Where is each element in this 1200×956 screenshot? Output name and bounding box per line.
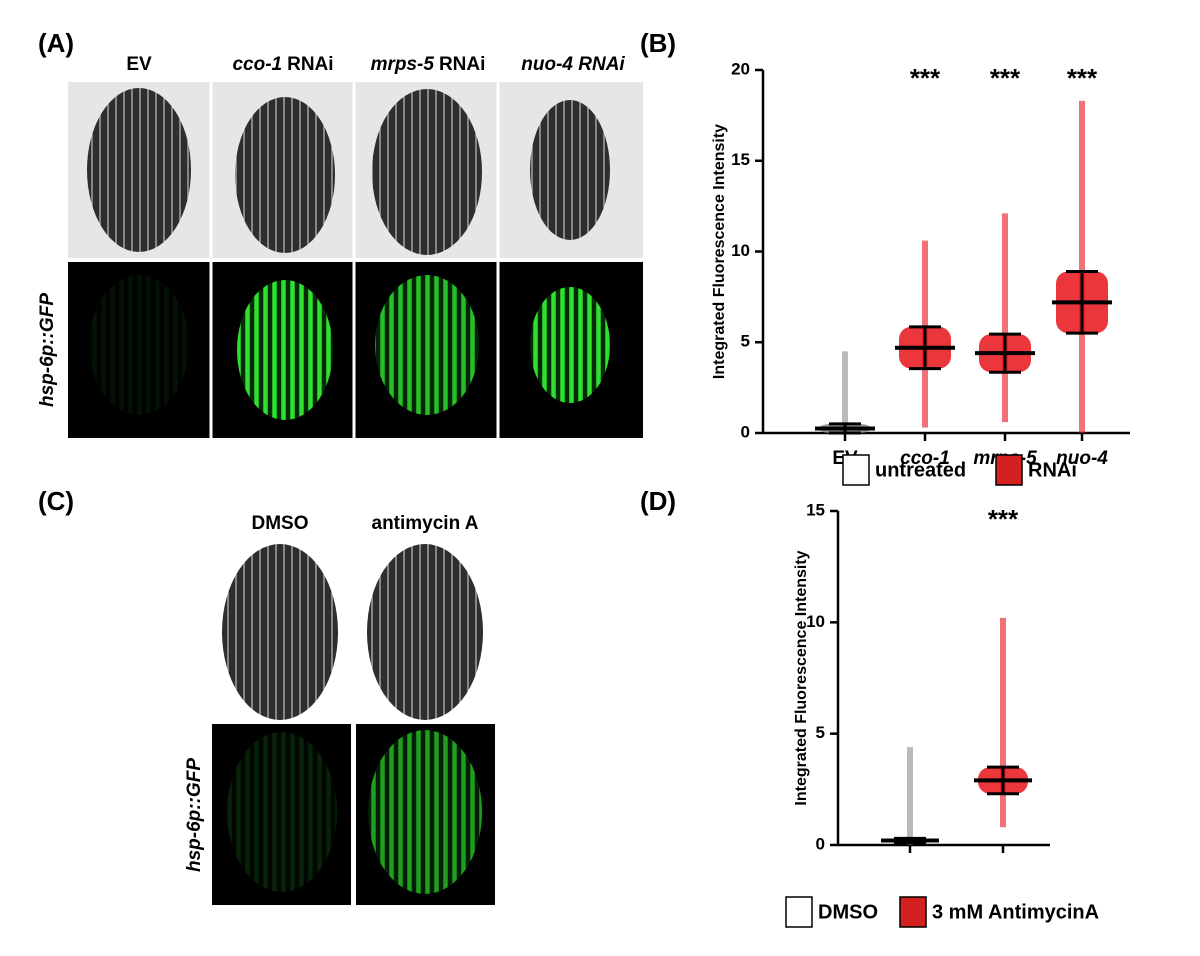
worms bbox=[237, 280, 333, 420]
legend-swatch bbox=[899, 896, 927, 928]
column-label: cco-1 RNAi bbox=[232, 54, 333, 75]
suffix: RNAi bbox=[439, 54, 485, 75]
y-tick-label: 15 bbox=[731, 150, 750, 169]
y-tick-label: 15 bbox=[806, 500, 825, 519]
micrographs-c bbox=[212, 544, 495, 905]
column-label: mrps-5 RNAi bbox=[371, 54, 486, 75]
dot-range bbox=[907, 747, 913, 845]
dot-range bbox=[1079, 100, 1085, 433]
dot-range bbox=[1002, 213, 1008, 423]
legend-label: DMSO bbox=[818, 901, 878, 923]
x-tick-label: nuo-4 bbox=[1056, 448, 1108, 469]
significance: *** bbox=[910, 63, 941, 93]
row-label: hsp-6p::GFP bbox=[184, 758, 205, 872]
worms bbox=[235, 97, 335, 253]
worms bbox=[368, 730, 482, 894]
legend-label: 3 mM AntimycinA bbox=[932, 901, 1099, 923]
panel-label: (B) bbox=[640, 28, 676, 58]
worms bbox=[530, 100, 610, 240]
worms bbox=[530, 287, 610, 403]
column-label: antimycin A bbox=[372, 513, 479, 534]
micrographs-a bbox=[68, 82, 643, 438]
panel-label: (A) bbox=[38, 28, 74, 58]
panel-label: (C) bbox=[38, 486, 74, 516]
worms bbox=[375, 275, 479, 415]
significance: *** bbox=[1067, 63, 1098, 93]
row-label: hsp-6p::GFP bbox=[37, 293, 58, 407]
x-tick-label: cco-1 bbox=[900, 448, 950, 469]
y-axis-label: Integrated Fluorescence Intensity bbox=[711, 124, 728, 379]
y-axis-label: Integrated Fluorescence Intensity bbox=[793, 550, 810, 805]
y-tick-label: 0 bbox=[741, 422, 750, 441]
panel-label: (D) bbox=[640, 486, 676, 516]
gene: cco-1 bbox=[232, 54, 282, 75]
y-tick-label: 5 bbox=[741, 332, 750, 351]
dot-range bbox=[1000, 617, 1006, 828]
significance: *** bbox=[988, 504, 1019, 534]
legend-label: RNAi bbox=[1028, 459, 1077, 481]
dot-range bbox=[842, 351, 848, 433]
legend-swatch bbox=[995, 454, 1023, 486]
y-tick-label: 0 bbox=[816, 834, 825, 853]
column-label: EV bbox=[126, 54, 152, 75]
column-label: DMSO bbox=[252, 513, 309, 534]
legend-label: untreated bbox=[875, 459, 966, 481]
y-tick-label: 10 bbox=[806, 612, 825, 631]
suffix: RNAi bbox=[287, 54, 333, 75]
worms bbox=[227, 732, 337, 892]
y-tick-label: 10 bbox=[731, 241, 750, 260]
worms bbox=[89, 275, 189, 415]
y-tick-label: 20 bbox=[731, 59, 750, 78]
y-tick-label: 5 bbox=[816, 723, 825, 742]
column-label: nuo-4 RNAi bbox=[521, 54, 625, 75]
legend-swatch bbox=[842, 454, 870, 486]
worms bbox=[372, 89, 482, 255]
worms bbox=[367, 544, 483, 720]
gene: mrps-5 bbox=[371, 54, 435, 75]
significance: *** bbox=[990, 63, 1021, 93]
worms bbox=[222, 544, 338, 720]
worms bbox=[87, 88, 191, 252]
legend-swatch bbox=[785, 896, 813, 928]
